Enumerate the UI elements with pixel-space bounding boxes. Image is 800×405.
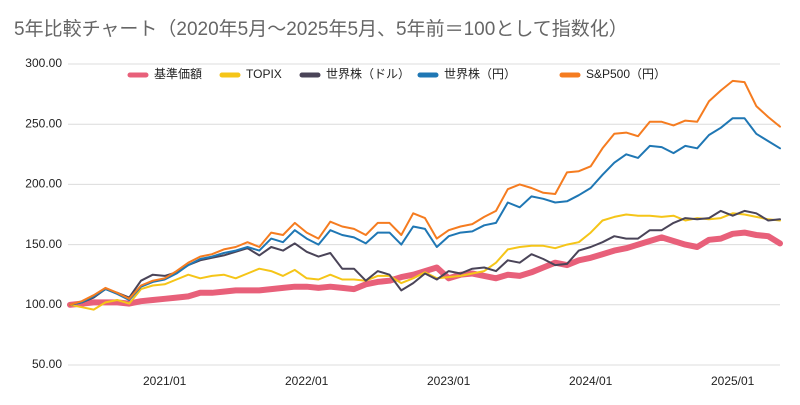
series-line: [69, 79, 781, 306]
x-tick-label: 2024/01: [569, 374, 613, 388]
y-tick-label: 150.00: [25, 237, 62, 251]
x-tick-label: 2021/01: [143, 374, 187, 388]
y-tick-label: 100.00: [25, 297, 62, 311]
x-tick-label: 2022/01: [285, 374, 329, 388]
legend-label: S&P500（円）: [586, 67, 666, 81]
y-tick-label: 250.00: [25, 116, 62, 130]
x-tick-label: 2023/01: [427, 374, 471, 388]
chart-title: 5年比較チャート（2020年5月〜2025年5月、5年前＝100として指数化）: [14, 18, 628, 40]
x-tick-label: 2025/01: [711, 374, 755, 388]
legend-label: TOPIX: [246, 67, 282, 81]
legend-label: 基準価額: [154, 66, 202, 81]
y-tick-label: 300.00: [25, 56, 62, 70]
y-tick-label: 200.00: [25, 177, 62, 191]
legend-label: 世界株（ドル）: [326, 66, 410, 81]
y-tick-label: 50.00: [32, 357, 62, 371]
legend-label: 世界株（円）: [444, 66, 516, 81]
series-line: [69, 212, 781, 311]
series-line: [67, 229, 783, 308]
series-line: [69, 117, 781, 306]
